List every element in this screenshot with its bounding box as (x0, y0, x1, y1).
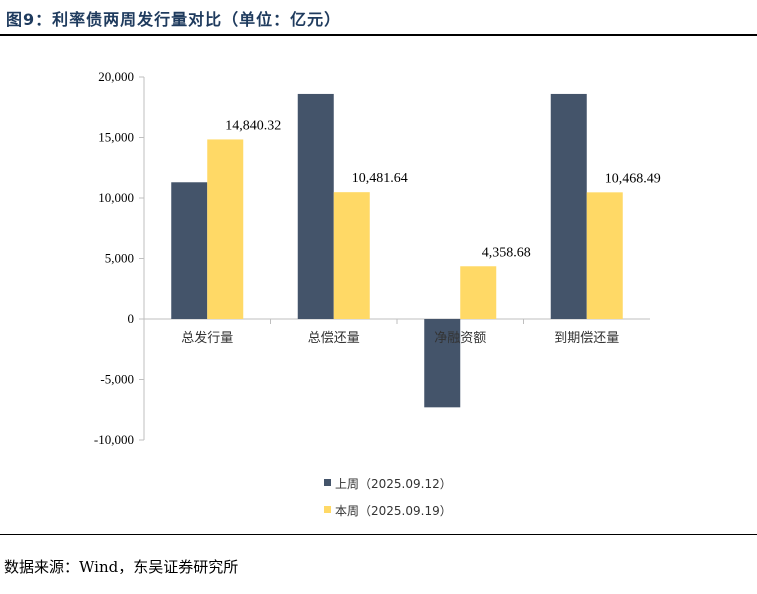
y-tick-label: 20,000 (98, 69, 134, 84)
bar-chart: 20,000 15,000 10,000 5,000 0 -5,000 -10,000 14,… (94, 69, 661, 518)
legend-label: 上周（2025.09.12） (335, 477, 452, 491)
data-label: 4,358.68 (482, 245, 531, 260)
data-label: 14,840.32 (225, 118, 281, 133)
category-label: 总发行量 (181, 330, 233, 346)
y-tick-label: 5,000 (105, 251, 134, 266)
bottom-rule (0, 534, 757, 535)
y-tick-label: -10,000 (94, 432, 134, 447)
y-tick-label: 0 (128, 311, 135, 326)
y-tick-label: 10,000 (98, 190, 134, 205)
data-label: 10,481.64 (352, 171, 408, 186)
legend-swatch (324, 479, 331, 486)
legend-swatch (324, 506, 331, 513)
bar-this-week (207, 139, 244, 319)
y-tick-label: -5,000 (100, 372, 134, 387)
category-label: 净融资额 (434, 331, 486, 346)
bar-last-week (297, 93, 334, 319)
top-rule (0, 34, 757, 36)
category-label: 到期偿还量 (554, 331, 619, 346)
data-label: 10,468.49 (605, 171, 661, 186)
bar-this-week (586, 192, 623, 319)
category-label: 总偿还量 (308, 331, 360, 346)
figure-title: 图9：利率债两周发行量对比（单位：亿元） (6, 10, 342, 29)
bar-last-week (171, 182, 208, 319)
bar-this-week (460, 266, 497, 319)
source-note: 数据来源：Wind，东吴证券研究所 (4, 558, 239, 576)
bar-this-week (333, 192, 370, 319)
bar-last-week (550, 93, 587, 319)
bar-last-week (424, 319, 461, 408)
y-tick-label: 15,000 (98, 130, 134, 145)
legend-label: 本周（2025.09.19） (335, 504, 452, 518)
